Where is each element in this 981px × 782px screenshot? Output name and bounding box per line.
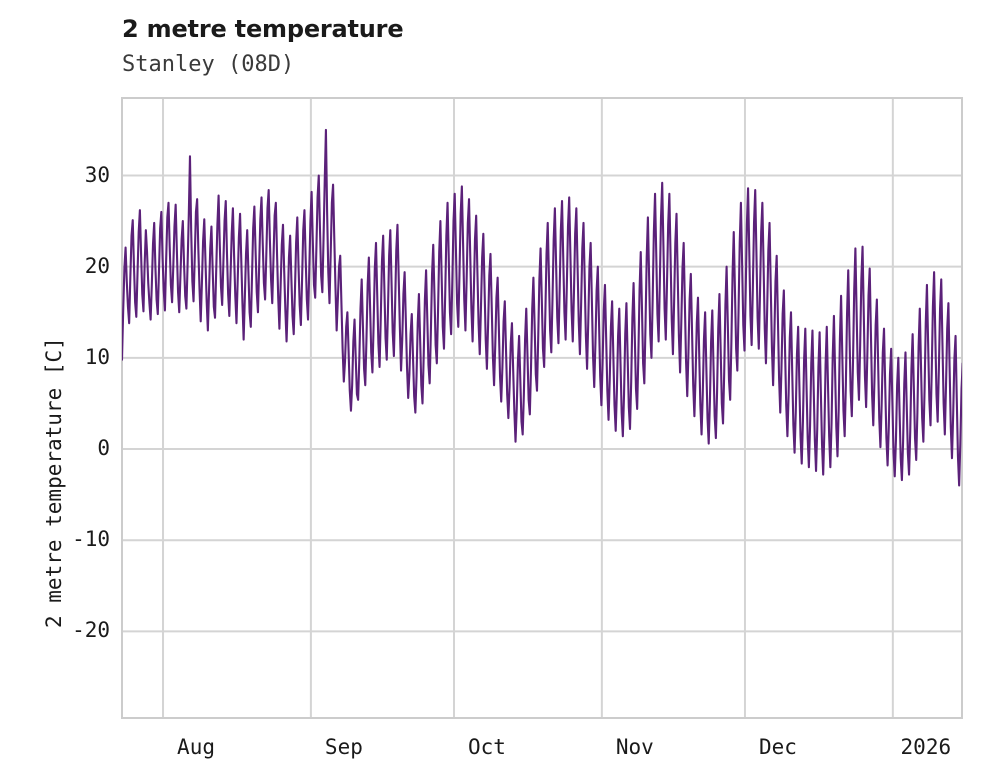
y-tick-label: 0 — [97, 436, 110, 461]
y-tick-label: -20 — [72, 618, 110, 643]
y-tick-label: 30 — [84, 162, 110, 187]
y-tick-label: 20 — [84, 253, 110, 278]
y-tick-label: 10 — [84, 344, 110, 369]
chart-subtitle: Stanley (08D) — [122, 52, 295, 77]
y-tick-label: -10 — [72, 527, 110, 552]
temperature-series-line — [122, 128, 962, 487]
x-tick-label: Aug — [177, 735, 215, 759]
x-tick-label: Nov — [615, 735, 654, 759]
chart-title: 2 metre temperature — [122, 15, 404, 43]
x-tick-label: Sep — [324, 735, 363, 759]
x-tick-label: Dec — [758, 735, 797, 759]
x-tick-label: Oct — [468, 735, 506, 759]
x-tick-label: 2026 — [900, 735, 952, 759]
